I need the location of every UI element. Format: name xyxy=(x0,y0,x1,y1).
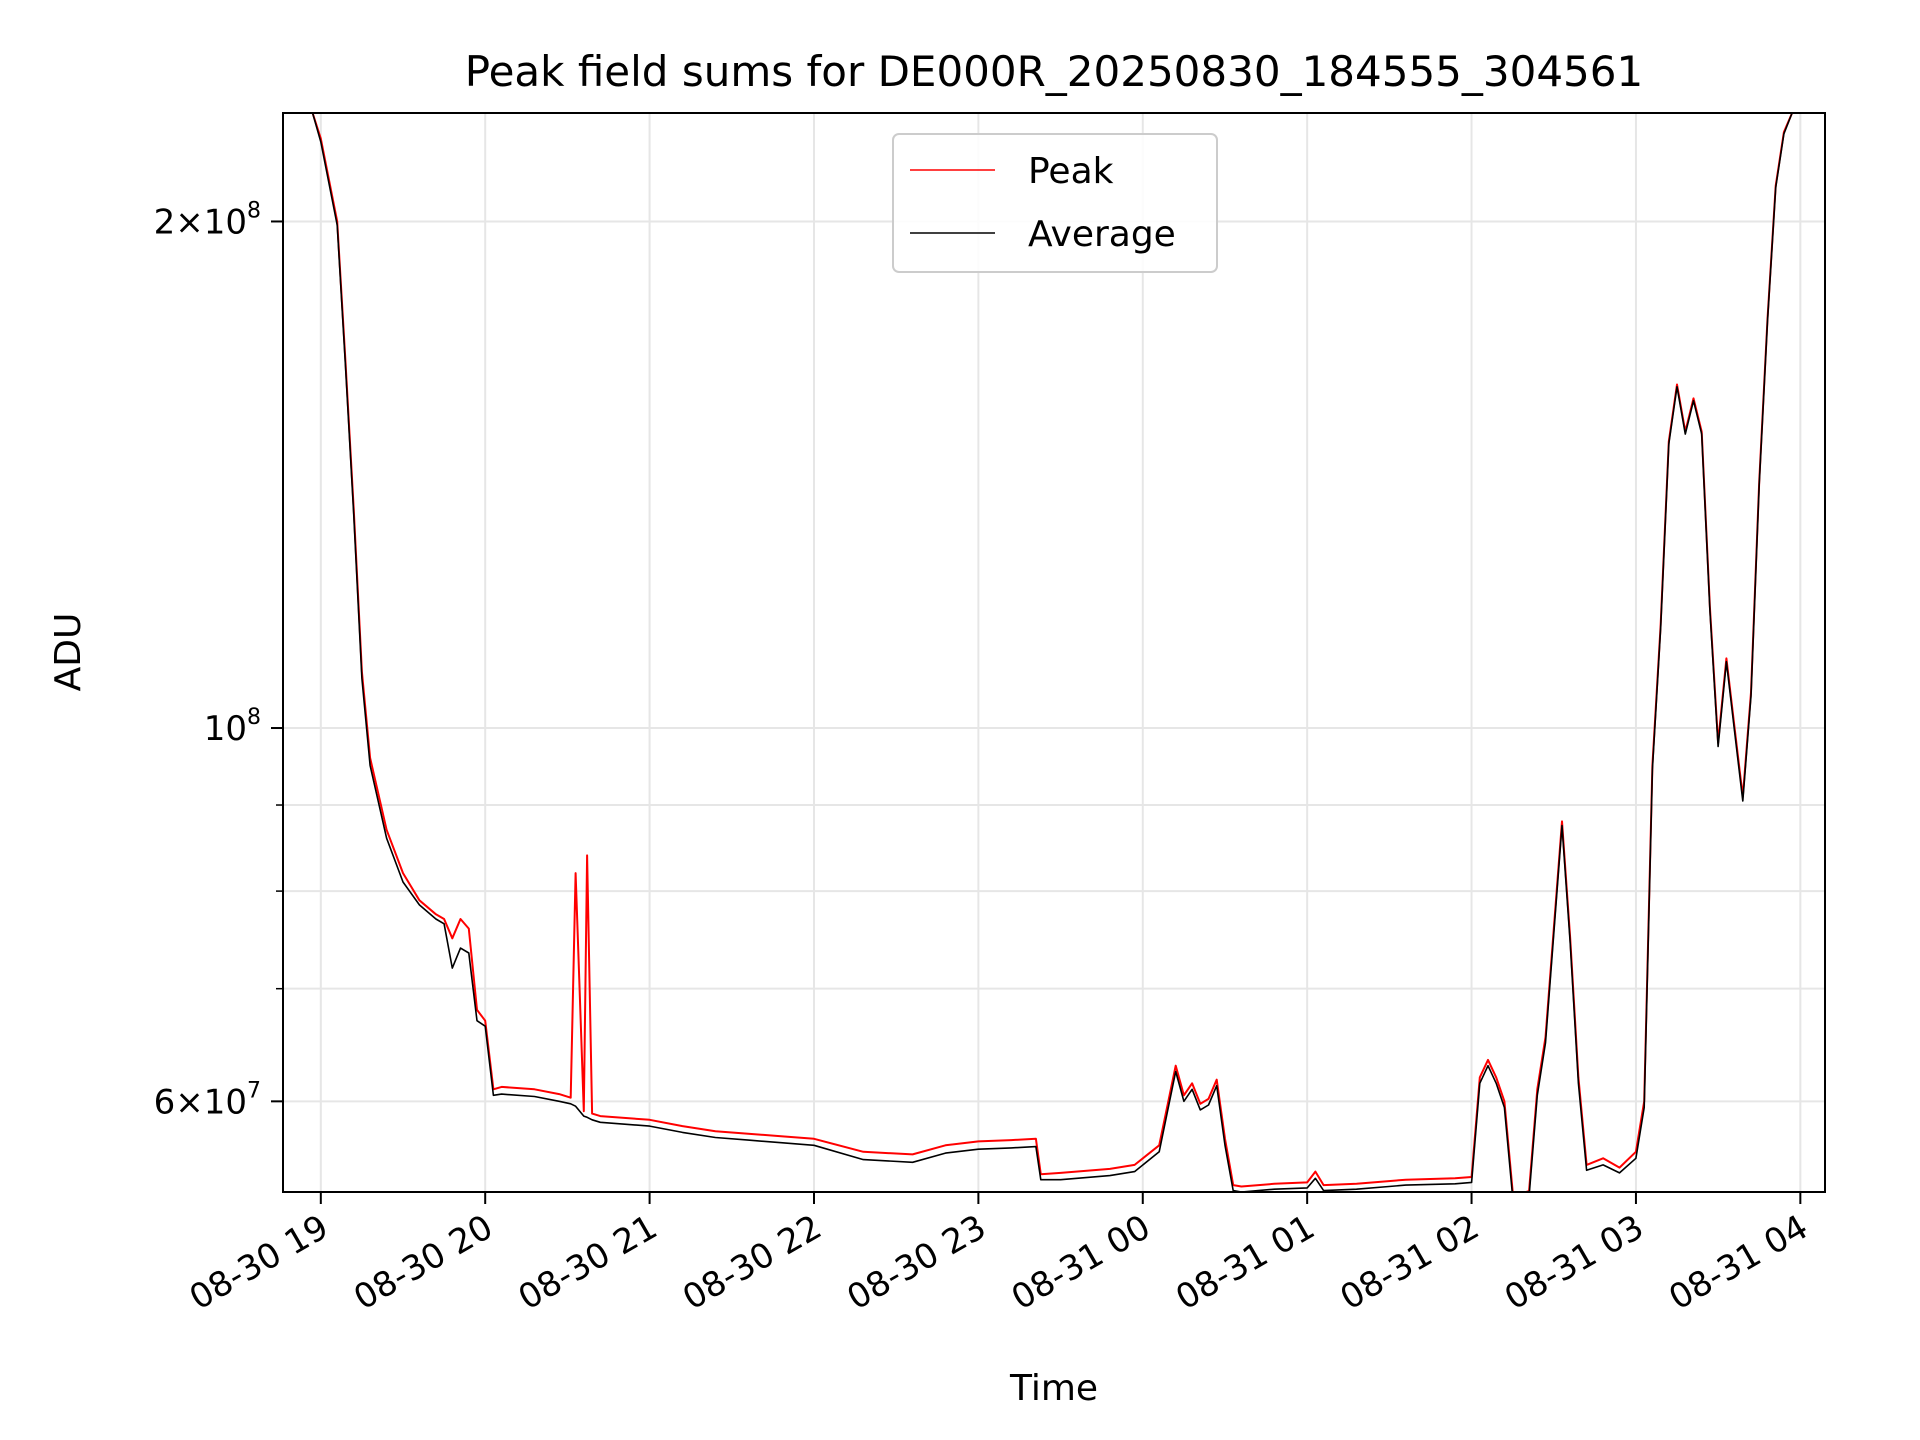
legend-box xyxy=(892,133,1218,273)
y-tick-label: 108 xyxy=(204,705,261,749)
legend-label-average: Average xyxy=(1028,214,1176,255)
y-tick-label: 6×107 xyxy=(154,1078,261,1122)
grid xyxy=(283,113,1825,1192)
x-axis-label: Time xyxy=(1009,1368,1098,1409)
chart-title: Peak field sums for DE000R_20250830_1845… xyxy=(465,47,1643,96)
y-axis-label: ADU xyxy=(48,613,89,692)
y-tick-label: 2×108 xyxy=(154,198,261,242)
legend-label-peak: Peak xyxy=(1028,151,1114,192)
legend: Peak Average xyxy=(892,133,1218,273)
y-axis: 6×107 108 2×108 xyxy=(154,198,283,1122)
plot-frame xyxy=(282,112,1826,1193)
series-line-average xyxy=(283,113,1825,1192)
series-group xyxy=(283,113,1825,1192)
